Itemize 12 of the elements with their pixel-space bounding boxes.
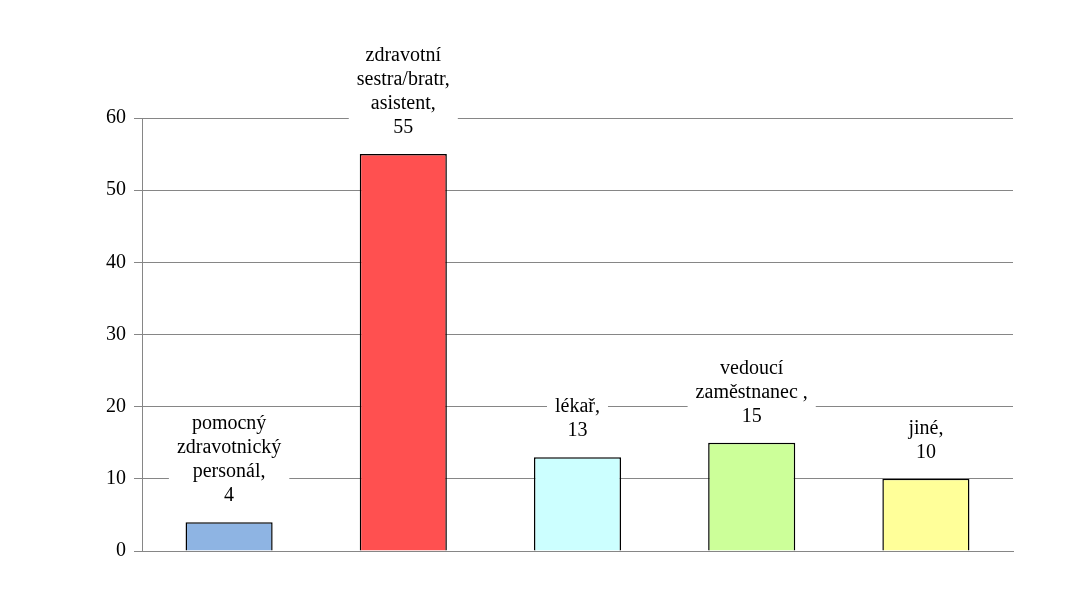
data-label: zdravotní sestra/bratr, asistent, 55 (356, 43, 450, 138)
y-tick-label: 20 (106, 393, 126, 416)
data-label: vedoucí zaměstnanec , 15 (695, 356, 808, 426)
y-tick-label: 50 (106, 177, 126, 200)
data-label: lékař, 13 (555, 394, 600, 441)
y-tick-label: 0 (116, 538, 126, 561)
y-tick-label: 30 (106, 321, 126, 344)
y-tick-label: 60 (106, 105, 126, 128)
y-tick-label: 10 (106, 466, 126, 489)
data-label: jiné, 10 (907, 416, 944, 463)
data-label: pomocný zdravotnický personál, 4 (176, 411, 282, 506)
y-tick-label: 40 (106, 249, 126, 272)
